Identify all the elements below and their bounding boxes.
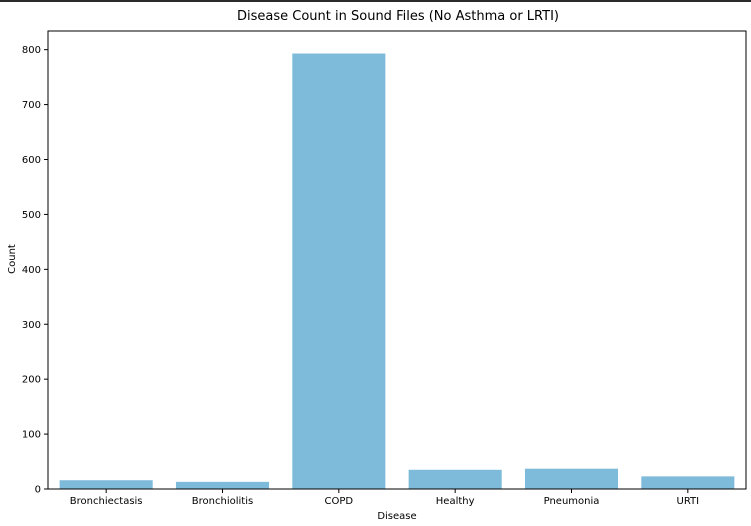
y-tick-label: 100	[22, 430, 41, 441]
bars-group	[59, 53, 735, 489]
y-tick-label: 500	[22, 210, 41, 221]
x-tick-label: Bronchiectasis	[70, 496, 143, 507]
y-tick-label: 600	[22, 155, 41, 166]
bar-urti	[641, 476, 735, 489]
bar-bronchiectasis	[59, 480, 153, 489]
y-axis-label: Count	[7, 244, 18, 274]
x-tick-label: Pneumonia	[544, 496, 600, 507]
x-axis-label: Disease	[377, 511, 416, 522]
y-tick-label: 800	[22, 45, 41, 56]
x-tick-label: URTI	[677, 496, 700, 507]
bar-bronchiolitis	[175, 481, 270, 489]
window-top-border	[0, 0, 751, 2]
x-axis: Bronchiectasis Bronchiolitis COPD Healthy Pn…	[70, 489, 699, 507]
y-axis: 0 100 200 300 400 500 600 700 800	[22, 45, 48, 496]
chart-title: Disease Count in Sound Files (No Asthma …	[237, 9, 559, 24]
y-tick-label: 300	[22, 320, 41, 331]
y-tick-label: 0	[35, 485, 41, 496]
y-tick-label: 200	[22, 375, 41, 386]
x-tick-label: Bronchiolitis	[192, 496, 253, 507]
y-tick-label: 700	[22, 100, 41, 111]
bar-pneumonia	[524, 468, 619, 489]
bar-copd	[292, 53, 386, 489]
x-tick-label: Healthy	[436, 496, 475, 507]
x-tick-label: COPD	[325, 496, 354, 507]
plot-frame	[47, 30, 747, 490]
y-tick-label: 400	[22, 265, 41, 276]
bar-healthy	[408, 469, 502, 489]
